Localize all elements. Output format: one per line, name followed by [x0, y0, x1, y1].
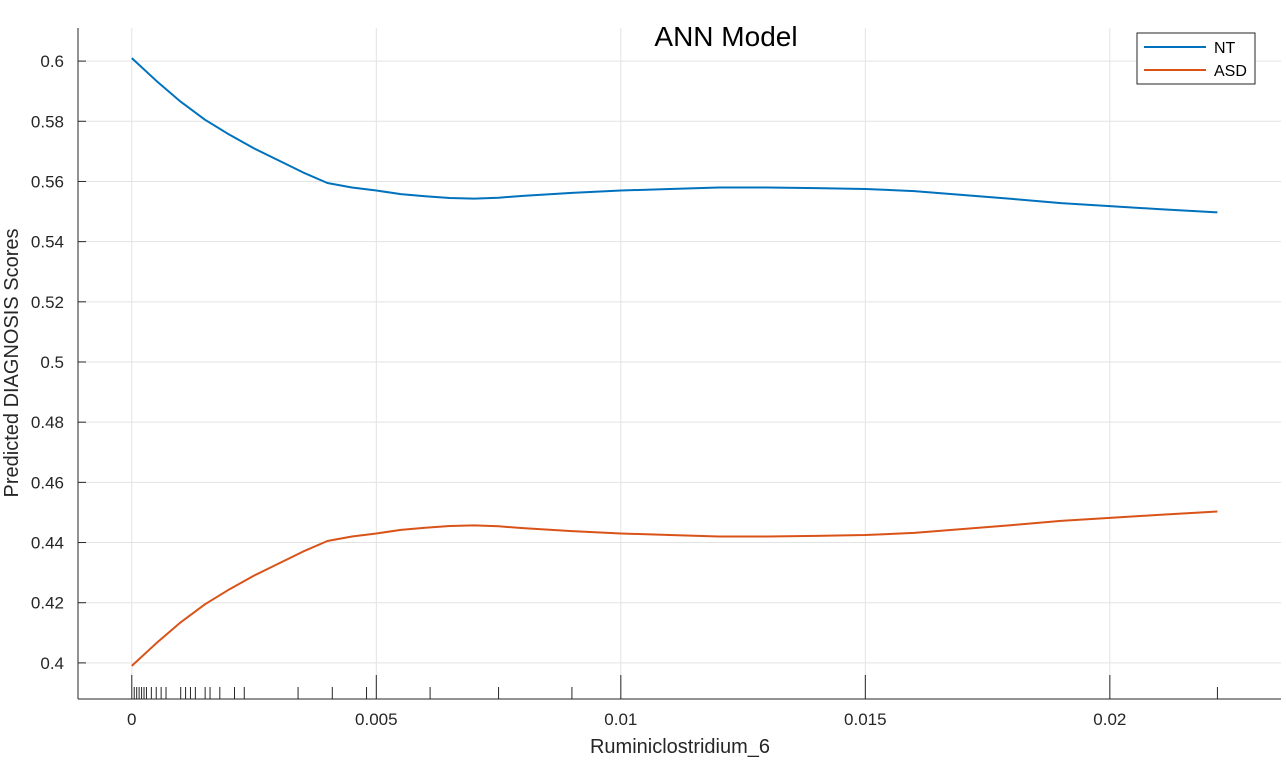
legend-label-nt: NT	[1214, 40, 1236, 57]
y-tick-label: 0.6	[40, 52, 64, 71]
y-tick-label: 0.4	[40, 654, 64, 673]
series-lines	[131, 57, 1218, 667]
y-tick-label: 0.52	[31, 293, 64, 312]
y-tick-label: 0.42	[31, 594, 64, 613]
legend-label-asd: ASD	[1214, 63, 1247, 80]
series-line-nt	[131, 57, 1218, 214]
y-tick-label: 0.58	[31, 112, 64, 131]
rug-marks	[133, 687, 1218, 699]
x-axis-label: Ruminiclostridium_6	[590, 736, 770, 758]
plot-background	[78, 28, 1281, 699]
x-tick-labels: 0 0.005 0.01 0.015 0.02	[127, 710, 1126, 729]
y-tick-label: 0.56	[31, 172, 64, 191]
series-line-asd	[131, 510, 1218, 667]
x-tick-label: 0.02	[1093, 710, 1126, 729]
legend[interactable]: NT ASD	[1136, 32, 1256, 85]
grid-lines	[78, 28, 1281, 699]
chart-title: ANN Model	[654, 21, 797, 52]
x-tick-label: 0.015	[844, 710, 887, 729]
plot-axes	[77, 28, 1281, 700]
y-tick-label: 0.44	[31, 534, 64, 553]
y-tick-label: 0.5	[40, 353, 64, 372]
x-tick-label: 0.01	[604, 710, 637, 729]
y-axis-label: Predicted DIAGNOSIS Scores	[1, 229, 23, 498]
legend-box	[1136, 32, 1256, 85]
x-tick-label: 0.005	[355, 710, 398, 729]
y-tick-label: 0.48	[31, 413, 64, 432]
y-tick-label: 0.46	[31, 473, 64, 492]
y-tick-labels: 0.4 0.42 0.44 0.46 0.48 0.5 0.52 0.54 0.56 0.58 0.…	[31, 52, 64, 673]
y-tick-label: 0.54	[31, 233, 64, 252]
x-tick-label: 0	[127, 710, 136, 729]
